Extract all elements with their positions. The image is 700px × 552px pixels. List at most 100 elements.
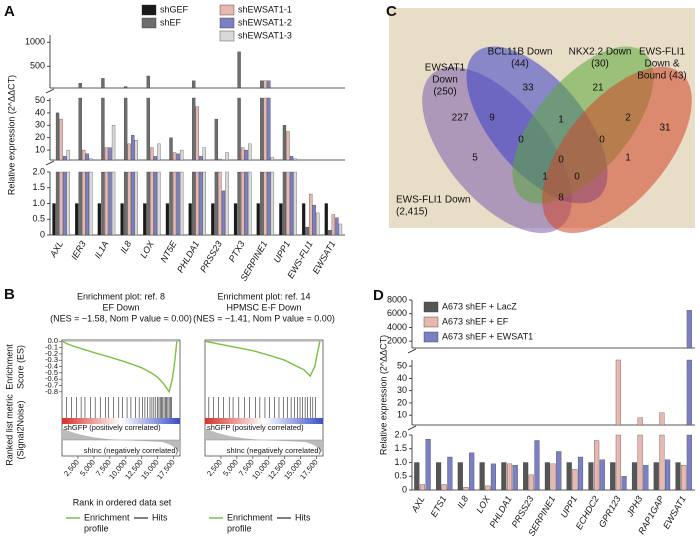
y-tick-label: -0.6: [45, 374, 58, 383]
y-tick-label: 500: [30, 61, 45, 71]
bar: [286, 171, 290, 236]
panel-letter: B: [4, 286, 15, 303]
y-tick-label: -0.7: [45, 381, 58, 390]
bar: [165, 203, 170, 236]
bar: [192, 80, 196, 89]
bar: [550, 463, 556, 491]
region-count: 0: [574, 172, 580, 183]
bar: [59, 118, 63, 161]
legend-label: shEF: [160, 17, 182, 27]
y-tick-label: 1.5: [32, 182, 45, 192]
y-tick-label: 0.5: [32, 214, 45, 224]
bar: [195, 106, 199, 161]
set-label: (250): [433, 87, 456, 98]
background-label: (2,415): [396, 207, 428, 218]
plot-title: HPMSC E-F Down: [226, 302, 301, 312]
bar: [192, 97, 196, 161]
bar: [490, 463, 496, 491]
y-axis-label: Relative expression (2^ΔΔCT): [6, 75, 16, 195]
venn-set: [542, 66, 692, 234]
bar: [150, 147, 154, 161]
y-tick-label: 40: [35, 107, 45, 117]
y-tick-label: 50: [397, 361, 407, 371]
region-count: 227: [452, 113, 469, 124]
bar: [577, 456, 584, 491]
bar: [202, 171, 206, 236]
set-label: Bound (43): [637, 71, 686, 82]
y-tick-label: 1.0: [32, 198, 45, 208]
bar: [599, 459, 605, 491]
bar: [301, 203, 306, 236]
y-axis-label: Enrichment: [4, 344, 14, 390]
bar: [134, 140, 138, 161]
bar: [169, 137, 173, 161]
bar: [244, 171, 248, 236]
bar: [89, 158, 93, 161]
legend-swatch: [219, 17, 235, 29]
bar: [225, 171, 229, 236]
bar: [240, 147, 245, 161]
bar: [218, 158, 222, 161]
bar: [101, 78, 105, 89]
region-count: 1: [542, 172, 548, 183]
bar: [463, 487, 469, 491]
region-count: 2: [625, 113, 631, 124]
region-count: 0: [518, 135, 524, 146]
bar: [675, 462, 681, 491]
bar: [123, 171, 128, 236]
es-curve: [61, 340, 178, 394]
legend-label: shEWSAT1-2: [238, 17, 292, 27]
bar: [528, 474, 534, 491]
legend-label: A673 shEF + LacZ: [442, 301, 517, 311]
bar: [556, 451, 562, 491]
bar: [312, 204, 316, 236]
bar: [631, 462, 638, 491]
bar: [143, 203, 147, 236]
axis-break: [407, 348, 417, 354]
legend-label: A673 shEF + EF: [442, 316, 509, 326]
bar: [82, 171, 86, 236]
region-count: 0: [599, 135, 605, 146]
bar: [157, 171, 161, 236]
set-label: Down &: [644, 59, 679, 70]
legend-label: Hits: [152, 512, 168, 522]
bar: [78, 171, 82, 236]
bar: [588, 462, 594, 491]
bar: [425, 438, 431, 491]
y-tick-label: -0.1: [45, 343, 58, 352]
panel-letter: A: [4, 3, 15, 20]
bar: [653, 462, 659, 491]
set-label: EWS-FLI1: [639, 47, 686, 58]
x-axis-label: Rank in ordered data set: [73, 497, 172, 507]
legend-label: shEWSAT1-1: [238, 4, 292, 14]
bar: [146, 97, 150, 161]
bar: [214, 171, 219, 236]
bar: [202, 147, 206, 161]
y-tick-label: -0.5: [45, 368, 58, 377]
bar: [544, 462, 550, 491]
bar: [279, 203, 283, 236]
bar: [506, 463, 513, 491]
bar: [111, 171, 116, 236]
bar: [665, 459, 671, 491]
legend-label: A673 shEF + EWSAT1: [442, 331, 533, 341]
y-tick-label: 50: [35, 95, 45, 105]
y-tick-label: 20: [397, 397, 407, 407]
bar: [211, 203, 215, 236]
set-label: (30): [591, 59, 609, 70]
bar: [501, 462, 507, 491]
bar: [199, 156, 203, 161]
bar: [172, 171, 177, 236]
bar: [293, 158, 297, 161]
bar: [260, 97, 264, 161]
bar: [153, 171, 158, 236]
background-label: EWS-FLI1 Down: [396, 195, 470, 206]
bar: [131, 135, 135, 161]
bar: [659, 434, 665, 491]
bar: [169, 171, 173, 236]
positive-label: shGFP (positively correlated): [207, 423, 304, 432]
y-tick-label: -0.8: [45, 387, 58, 396]
bar: [621, 476, 627, 491]
bar: [436, 462, 442, 491]
bar: [97, 203, 102, 236]
